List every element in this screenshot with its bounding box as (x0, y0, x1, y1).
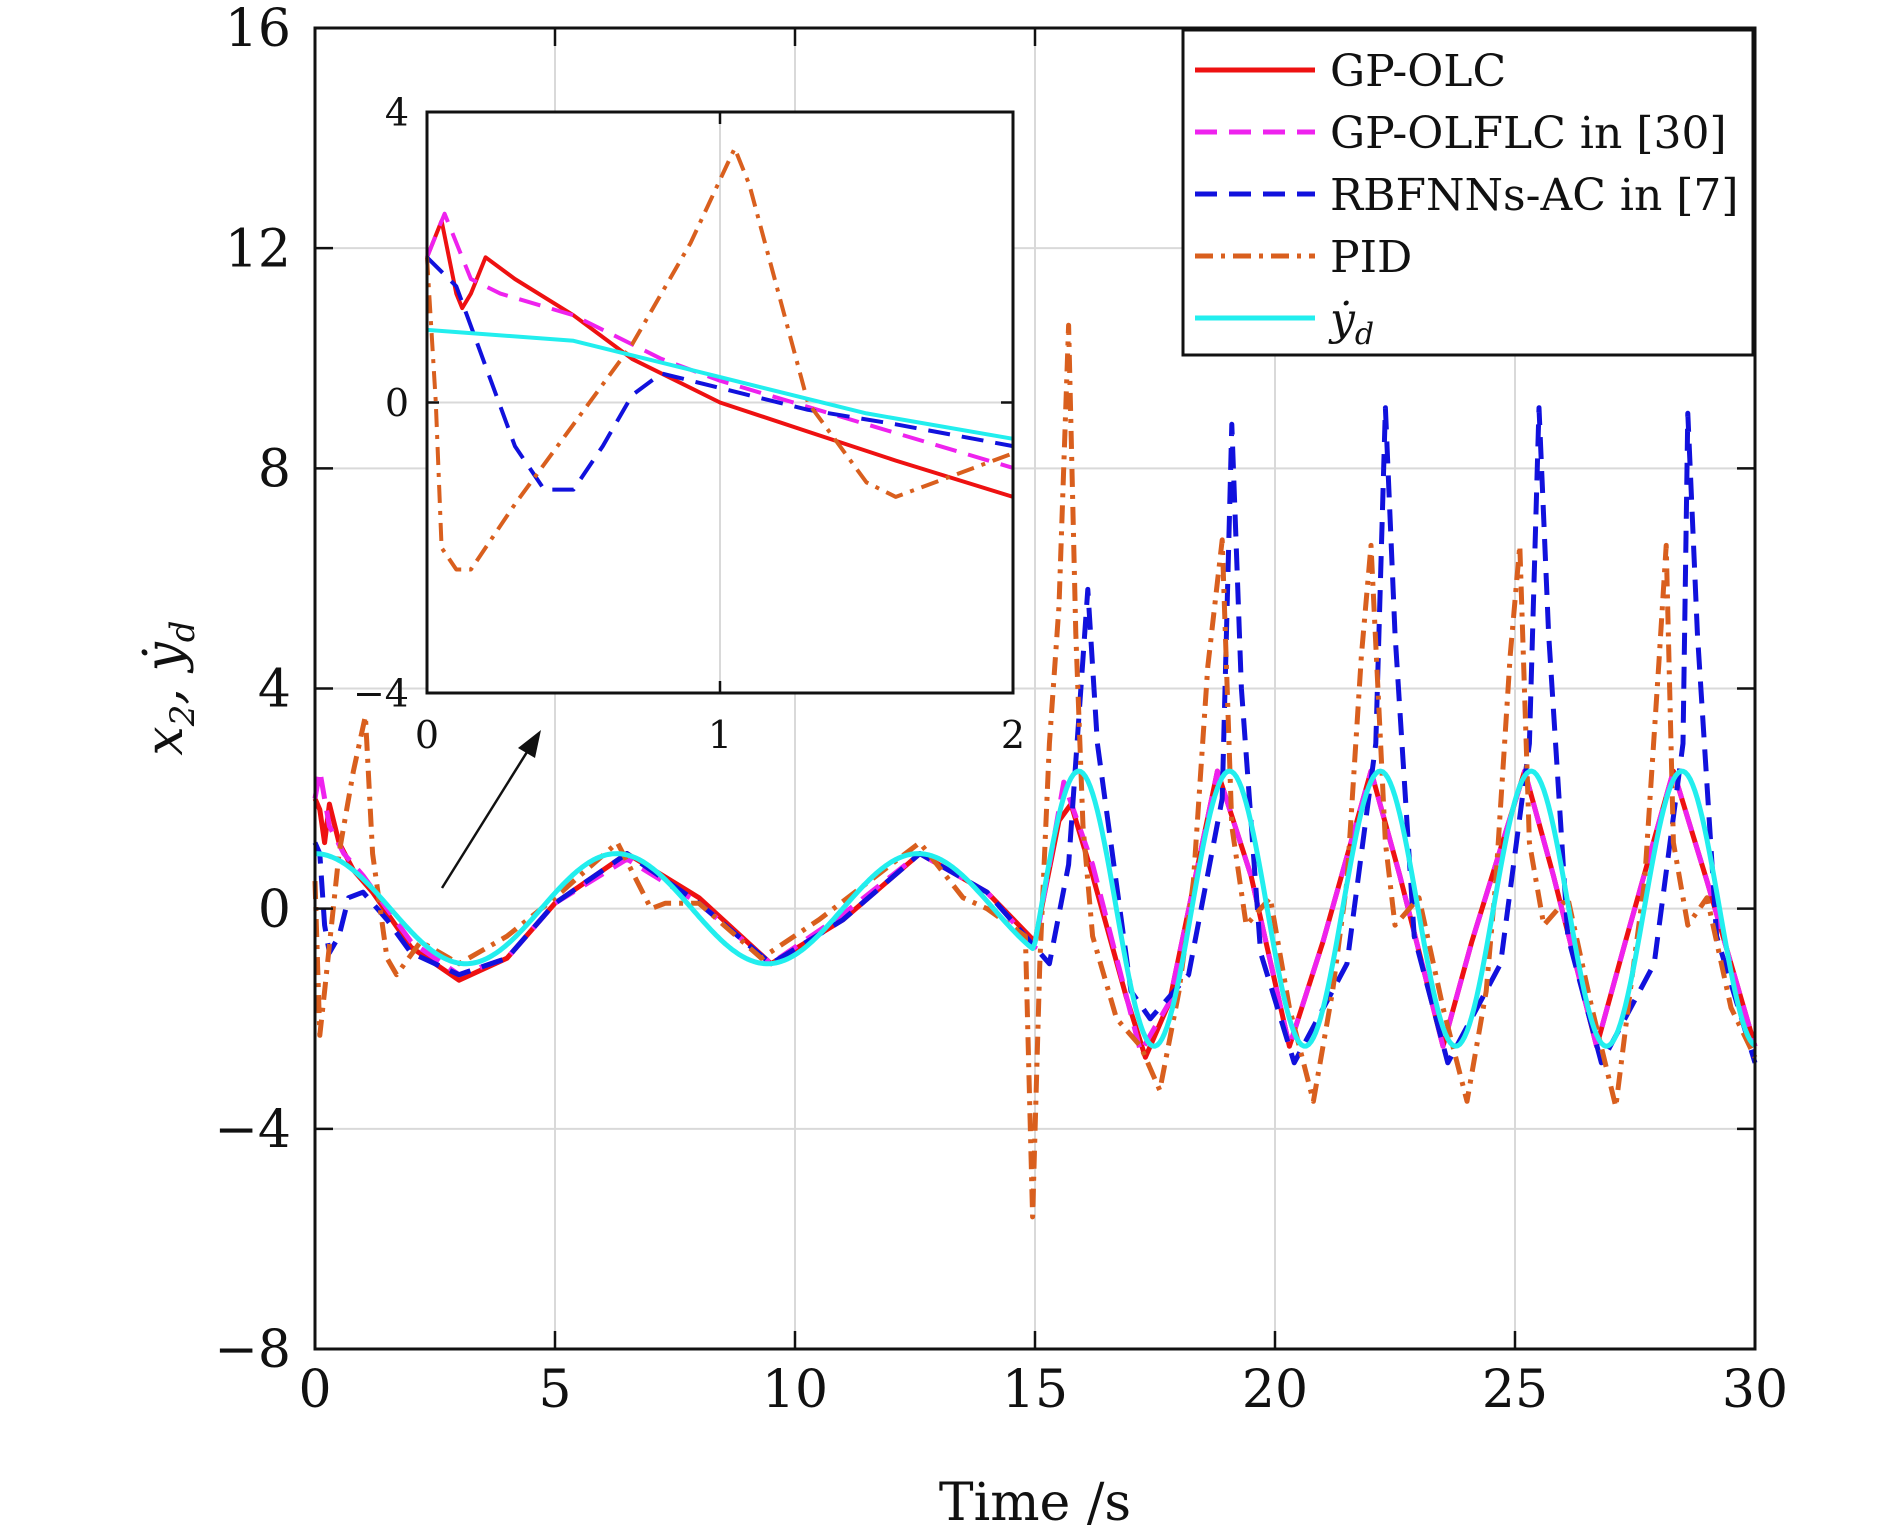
inset-series-gp-olflc-in-30 (425, 211, 1014, 470)
main-y-tick-label: 0 (258, 880, 291, 940)
inset-x-tick-label: 0 (415, 713, 439, 757)
inset-y-tick-label: 0 (385, 381, 409, 425)
legend-label-rbfnns-ac-in-7: RBFNNs-AC in [7] (1330, 170, 1739, 221)
inset-series-d (426, 327, 1014, 441)
inset-ticks (425, 110, 1015, 695)
inset-series-group (425, 146, 1014, 572)
main-y-tick-label: 12 (225, 219, 291, 279)
inset-x-tick-label: 1 (708, 713, 732, 757)
legend-label-pid: PID (1330, 232, 1412, 283)
legend-label-d: ẏd (1328, 294, 1374, 352)
inset-y-tick-label: 4 (385, 90, 409, 134)
main-x-tick-label: 20 (1242, 1360, 1308, 1420)
inset-series-gp-olc (425, 218, 1014, 499)
main-x-tick-label: 25 (1482, 1360, 1548, 1420)
main-y-tick-label: 16 (225, 0, 291, 59)
main-x-tick-label: 0 (298, 1360, 331, 1420)
main-y-tick-label: −4 (214, 1100, 291, 1160)
main-x-tick-label: 15 (1002, 1360, 1068, 1420)
main-series-d (314, 768, 1757, 1049)
inset-x-tick-label: 2 (1001, 713, 1025, 757)
legend-label-gp-olc: GP-OLC (1330, 46, 1506, 97)
y-axis-label: x2, ẏd (135, 620, 203, 755)
main-x-tick-label: 30 (1722, 1360, 1788, 1420)
main-series-gp-olflc-in-30 (312, 768, 1758, 1055)
inset-tick-labels: 0 1 2−404 (353, 90, 1025, 757)
main-series-group (312, 322, 1758, 1220)
x-axis-label: Time /s (939, 1473, 1131, 1526)
main-x-tick-label: 10 (762, 1360, 828, 1420)
legend: GP-OLC GP-OLFLC in [30] RBFNNs-AC in [7] PI… (1181, 28, 1755, 357)
main-y-tick-label: 4 (258, 660, 291, 720)
zoom-arrow (440, 730, 541, 889)
main-series-rbfnns-ac-in-7 (312, 405, 1758, 1066)
legend-label-gp-olflc-in-30: GP-OLFLC in [30] (1330, 108, 1727, 159)
main-y-tick-label: −8 (214, 1320, 291, 1380)
main-series-pid (312, 322, 1758, 1220)
inset-y-tick-label: −4 (353, 671, 409, 715)
main-x-tick-label: 5 (538, 1360, 571, 1420)
inset-series-rbfnns-ac-in-7 (425, 255, 1014, 492)
main-y-tick-label: 8 (258, 440, 291, 500)
